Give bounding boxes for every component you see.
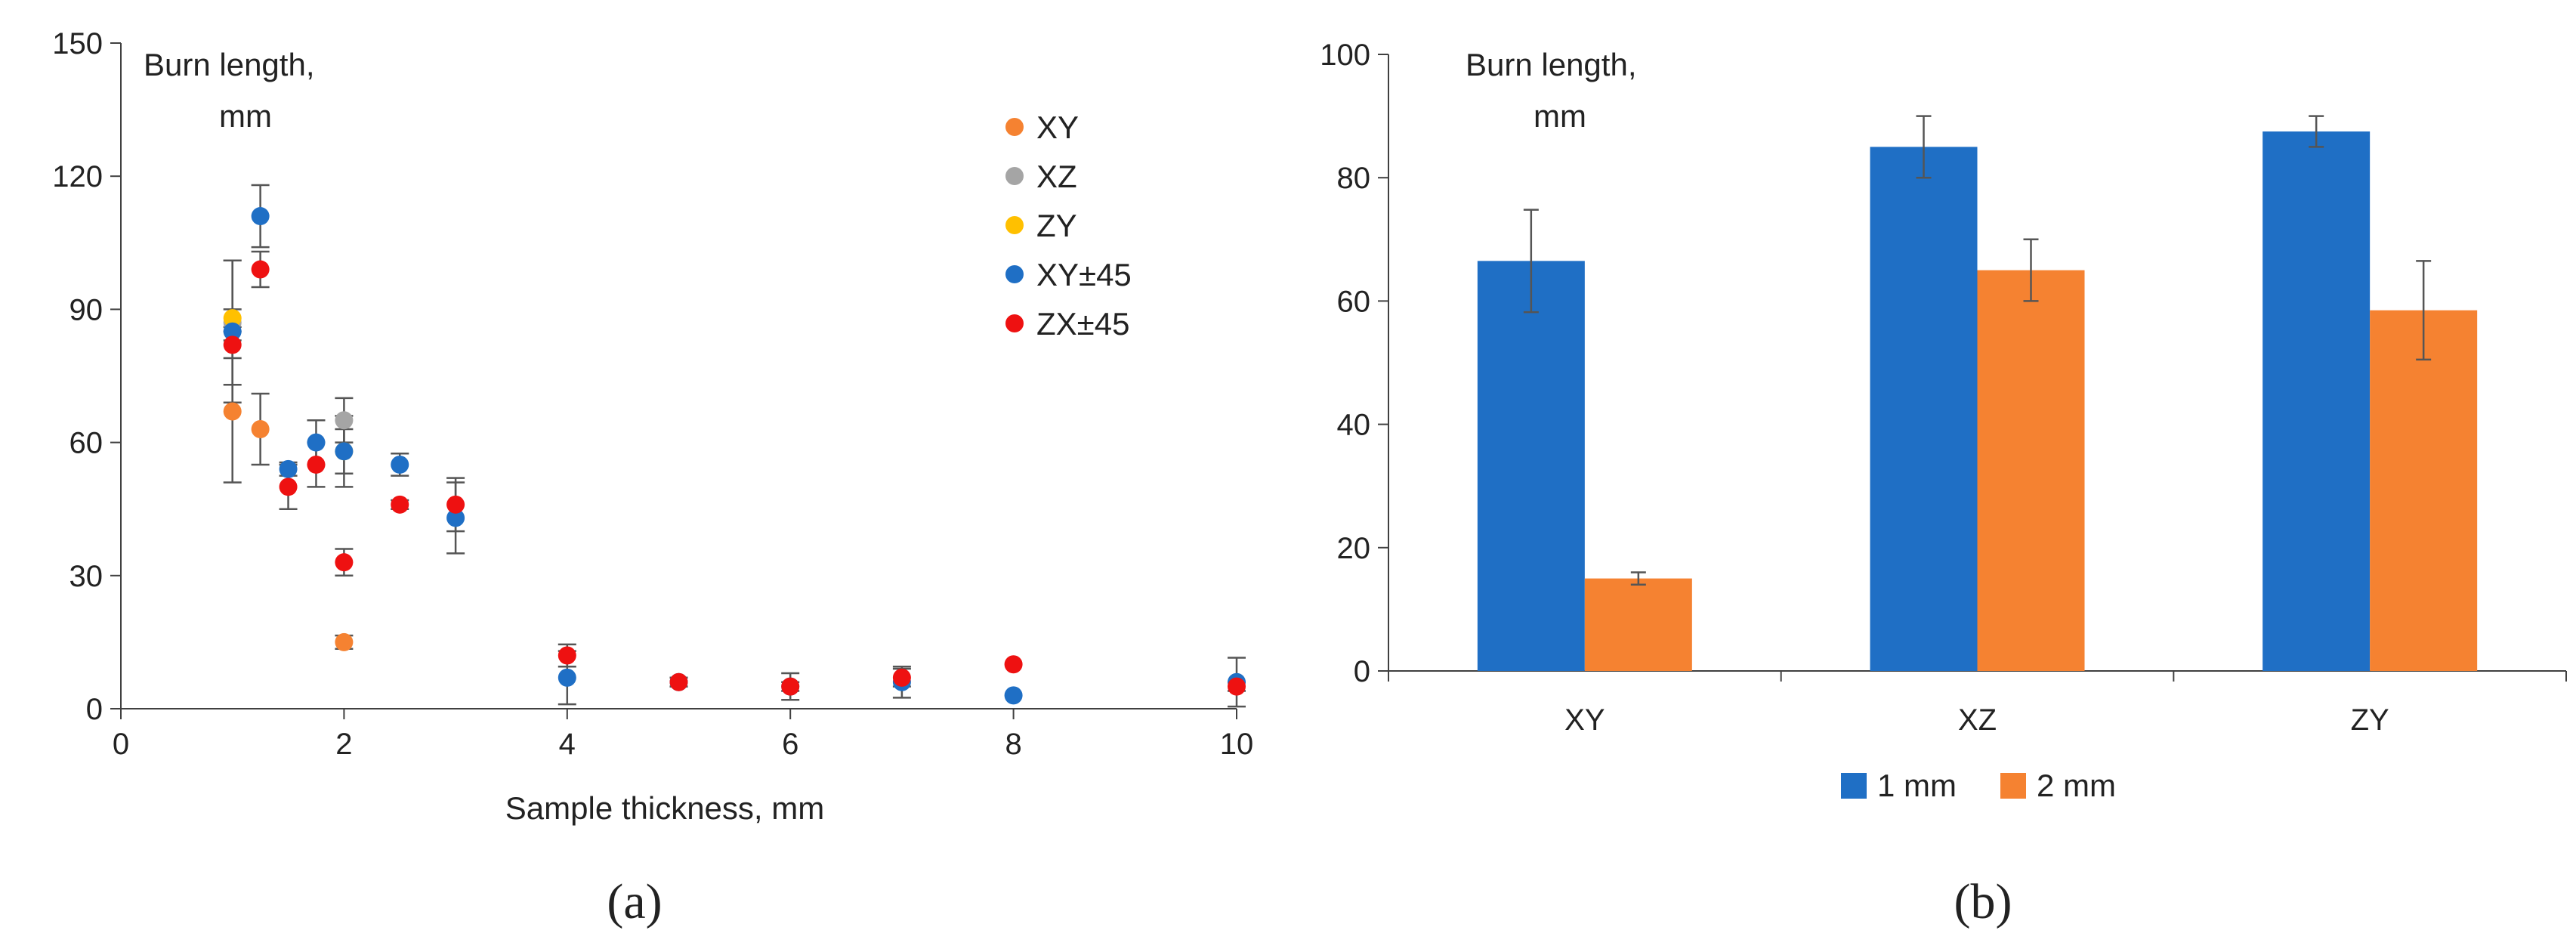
panel-a-y-tick-label: 150 bbox=[52, 27, 103, 60]
data-point-zxpm45 bbox=[1004, 655, 1023, 674]
bar-chart-panel-b: Burn length, mm (b) 0 20 40 60 80 100 XY XZ ZY 1 … bbox=[1320, 39, 2567, 929]
data-point-zxpm45 bbox=[446, 495, 465, 514]
scatter-chart-panel-a: Burn length, mm Sample thickness, mm (a)… bbox=[52, 27, 1253, 929]
data-point-xy bbox=[223, 402, 242, 421]
panel-b-y-tick-label: 20 bbox=[1337, 532, 1371, 565]
data-point-zxpm45 bbox=[669, 672, 688, 691]
legend-label-1-mm: 1 mm bbox=[1877, 768, 1957, 803]
panel-b-y-tick-label: 0 bbox=[1354, 655, 1370, 688]
legend-marker-xy bbox=[1005, 118, 1024, 136]
data-point-xypm45 bbox=[223, 322, 242, 341]
panel-a-y-tick-label: 120 bbox=[52, 160, 103, 193]
legend-marker-xypm45 bbox=[1005, 265, 1024, 283]
data-point-zxpm45 bbox=[335, 553, 354, 572]
panel-a-x-tick-label: 0 bbox=[113, 728, 129, 761]
legend-label-zy: ZY bbox=[1036, 208, 1077, 243]
panel-a-x-tick-label: 8 bbox=[1005, 728, 1021, 761]
data-point-xypm45 bbox=[558, 668, 576, 687]
panel-b-category-label: XZ bbox=[1958, 703, 1997, 737]
legend-marker-zy bbox=[1005, 216, 1024, 234]
panel-b-category-label: XY bbox=[1564, 703, 1605, 737]
bar-1-mm-zy bbox=[2262, 131, 2371, 671]
data-point-zxpm45 bbox=[251, 260, 270, 279]
panel-a-y-tick-label: 30 bbox=[69, 560, 103, 593]
data-point-xypm45 bbox=[279, 459, 298, 478]
panel-b-y-tick-label: 80 bbox=[1337, 162, 1371, 195]
data-point-zxpm45 bbox=[781, 677, 800, 696]
data-point-xypm45 bbox=[335, 442, 354, 461]
data-point-zxpm45 bbox=[391, 495, 409, 514]
panel-a-x-tick-label: 4 bbox=[559, 728, 576, 761]
data-point-zxpm45 bbox=[307, 455, 326, 474]
panel-b-y-tick-label: 60 bbox=[1337, 285, 1371, 318]
bar-2-mm-xz bbox=[1977, 270, 2085, 672]
bar-1-mm-xy bbox=[1477, 261, 1585, 671]
legend-label-xz: XZ bbox=[1036, 159, 1077, 194]
legend-swatch-2-mm bbox=[2000, 773, 2026, 799]
data-point-xz bbox=[335, 411, 354, 430]
panel-b-category-label: ZY bbox=[2351, 703, 2389, 737]
panel-a-y-tick-label: 90 bbox=[69, 293, 103, 326]
data-point-zxpm45 bbox=[223, 335, 242, 354]
data-point-zy bbox=[223, 309, 242, 328]
bar-2-mm-zy bbox=[2370, 310, 2478, 671]
bar-2-mm-xy bbox=[1584, 578, 1692, 671]
panel-b-ylabel-line2: mm bbox=[1534, 98, 1586, 134]
legend-label-2-mm: 2 mm bbox=[2037, 768, 2116, 803]
panel-a-label: (a) bbox=[607, 874, 662, 929]
legend-label-xypm45: XY±45 bbox=[1036, 257, 1132, 292]
data-point-xy bbox=[335, 632, 354, 651]
data-point-xypm45 bbox=[307, 433, 326, 452]
panel-a-x-tick-label: 2 bbox=[335, 728, 352, 761]
data-point-xypm45 bbox=[446, 509, 465, 527]
panel-b-label: (b) bbox=[1954, 874, 2012, 929]
data-point-xypm45 bbox=[251, 207, 270, 226]
data-point-zxpm45 bbox=[1228, 677, 1246, 696]
legend-marker-xz bbox=[1005, 167, 1024, 185]
panel-a-ylabel-line1: Burn length, bbox=[144, 47, 315, 82]
panel-a-ylabel-line2: mm bbox=[219, 98, 272, 134]
data-point-zxpm45 bbox=[279, 478, 298, 496]
data-point-zxpm45 bbox=[892, 668, 911, 687]
bar-1-mm-xz bbox=[1870, 147, 1978, 671]
panel-b-y-tick-label: 100 bbox=[1320, 39, 1370, 72]
data-point-xy bbox=[251, 419, 270, 438]
panel-b-y-tick-label: 40 bbox=[1337, 409, 1371, 442]
panel-b-ylabel-line1: Burn length, bbox=[1466, 47, 1637, 82]
panel-a-x-tick-label: 10 bbox=[1220, 728, 1254, 761]
legend-label-xy: XY bbox=[1036, 110, 1079, 145]
data-point-xypm45 bbox=[391, 455, 409, 474]
panel-a-y-tick-label: 0 bbox=[86, 693, 103, 726]
panel-a-xlabel: Sample thickness, mm bbox=[505, 790, 824, 826]
legend-label-zxpm45: ZX±45 bbox=[1036, 306, 1129, 342]
panel-a-y-tick-label: 60 bbox=[69, 427, 103, 460]
panel-a-x-tick-label: 6 bbox=[782, 728, 798, 761]
legend-marker-zxpm45 bbox=[1005, 314, 1024, 332]
legend-swatch-1-mm bbox=[1841, 773, 1867, 799]
data-point-zxpm45 bbox=[558, 646, 576, 665]
data-point-xypm45 bbox=[1004, 686, 1023, 705]
